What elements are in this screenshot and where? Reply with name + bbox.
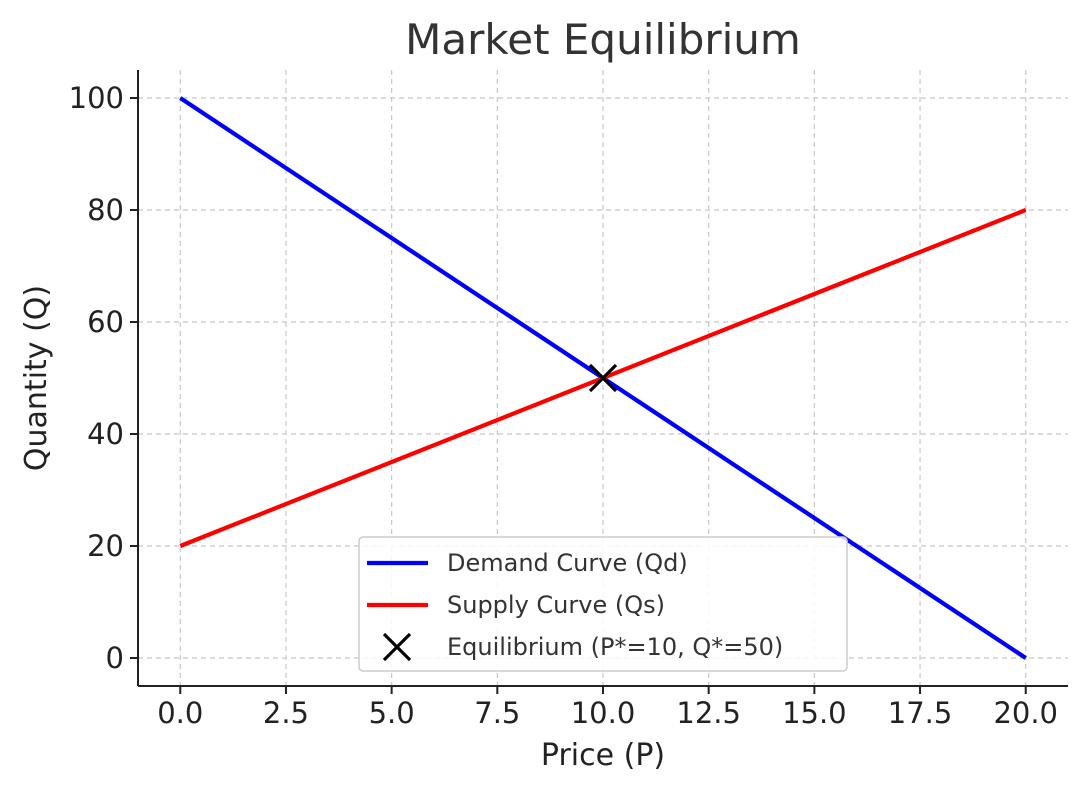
x-tick-label: 2.5 bbox=[263, 696, 309, 730]
legend-box bbox=[358, 536, 848, 672]
axes: 0.0 2.5 5.0 7.5 10.0 12.5 15.0 17.5 20.0 0 20 40 60 8… bbox=[69, 70, 1068, 730]
x-tick-label: 0.0 bbox=[157, 696, 203, 730]
equilibrium-marker bbox=[588, 363, 618, 393]
y-tick-label: 40 bbox=[87, 417, 124, 451]
y-tick-label: 60 bbox=[87, 305, 124, 339]
legend-label-supply: Supply Curve (Qs) bbox=[447, 591, 665, 619]
x-tick-label: 20.0 bbox=[993, 696, 1058, 730]
y-tick-label: 0 bbox=[106, 641, 124, 675]
chart-title: Market Equilibrium bbox=[405, 15, 801, 64]
x-tick-label: 15.0 bbox=[782, 696, 847, 730]
legend-swatch-equilibrium bbox=[382, 632, 412, 662]
x-tick-label: 12.5 bbox=[676, 696, 741, 730]
y-tick-label: 20 bbox=[87, 529, 124, 563]
x-tick-label: 7.5 bbox=[474, 696, 520, 730]
y-axis-label: Quantity (Q) bbox=[19, 285, 54, 471]
y-tick-label: 80 bbox=[87, 193, 124, 227]
legend-label-demand: Demand Curve (Qd) bbox=[447, 549, 688, 577]
series-layer bbox=[179, 96, 1027, 660]
equilibrium-marker-stroke bbox=[588, 363, 618, 393]
legend-label-equilibrium: Equilibrium (P*=10, Q*=50) bbox=[447, 633, 783, 661]
legend: Demand Curve (Qd) Supply Curve (Qs) Equili… bbox=[358, 536, 848, 672]
x-axis-label: Price (P) bbox=[541, 738, 665, 773]
x-tick-label: 10.0 bbox=[571, 696, 636, 730]
y-tick-label: 100 bbox=[69, 81, 124, 115]
x-tick-label: 17.5 bbox=[888, 696, 953, 730]
x-tick-label: 5.0 bbox=[369, 696, 415, 730]
